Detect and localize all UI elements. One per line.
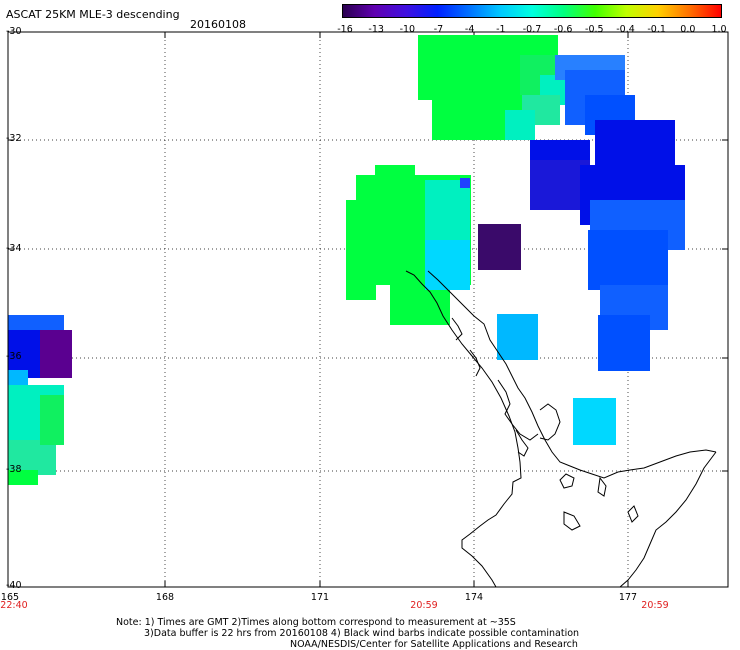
lat-label-34: -34 [6, 243, 22, 254]
colorbar [342, 4, 722, 18]
lon-label-168: 168 [155, 592, 175, 603]
coastline-segment [497, 379, 539, 441]
colorbar-tick-label: 0.0 [680, 24, 696, 35]
coastline-segment [619, 451, 717, 588]
colorbar-tick-label: -7 [433, 24, 444, 35]
coastline-segment [427, 270, 717, 479]
colorbar-tick-label: -16 [337, 24, 353, 35]
lat-label-36: -36 [6, 351, 22, 362]
wind-cell [505, 110, 535, 140]
lat-label-38: -38 [6, 464, 22, 475]
coastline-segment [597, 476, 607, 497]
coastline-segment [515, 429, 529, 457]
coastline-segment [563, 511, 581, 531]
coastline-segment [559, 473, 575, 489]
wind-cell [573, 398, 616, 445]
wind-cell [595, 120, 675, 170]
wind-cell [346, 200, 376, 300]
lon-label-171: 171 [310, 592, 330, 603]
colorbar-tick-label: -0.7 [522, 24, 542, 35]
colorbar-tick-label: -10 [399, 24, 416, 35]
time-label-left: 22:40 [0, 600, 28, 611]
wind-cell [588, 230, 668, 290]
wind-cell [425, 240, 470, 290]
coastline-segment [627, 505, 639, 523]
wind-cell [598, 315, 650, 371]
time-label-middle: 20:59 [410, 600, 438, 611]
coastline [405, 270, 717, 588]
lon-label-174: 174 [464, 592, 484, 603]
wind-cell [375, 165, 415, 195]
wind-cell [8, 470, 38, 485]
colorbar-gradient [343, 5, 721, 17]
wind-cell [40, 330, 72, 378]
figure-date: 20160108 [190, 18, 246, 31]
lon-label-165: 165 [0, 592, 20, 603]
lat-label-40: -40 [6, 580, 22, 591]
note-line-3: NOAA/NESDIS/Center for Satellite Applica… [290, 639, 578, 650]
colorbar-tick-label: -0.4 [616, 24, 635, 35]
coastline-segment [405, 270, 522, 588]
colorbar-tick-label: -0.1 [647, 24, 666, 35]
note-line-2: 3)Data buffer is 22 hrs from 20160108 4)… [144, 628, 580, 639]
wind-cell [478, 224, 521, 270]
colorbar-tick-label: -4 [464, 24, 475, 35]
figure-title: ASCAT 25KM MLE-3 descending [6, 8, 180, 21]
colorbar-tick-label: -13 [368, 24, 384, 35]
wind-cell [40, 395, 64, 445]
map-frame [7, 31, 729, 588]
colorbar-tick-label: -0.6 [553, 24, 573, 35]
colorbar-tick-label: -1 [496, 24, 506, 35]
wind-swaths [8, 35, 685, 485]
lat-label-30: -30 [6, 26, 22, 37]
lon-label-177: 177 [618, 592, 638, 603]
wind-cell [425, 180, 470, 245]
wind-cell [460, 178, 470, 188]
lat-label-32: -32 [6, 133, 22, 144]
note-line-1: Note: 1) Times are GMT 2)Times along bot… [116, 617, 516, 628]
colorbar-tick-label: 1.0 [711, 24, 727, 35]
coastline-segment [539, 403, 561, 441]
wind-cell [497, 314, 538, 360]
wind-cell [8, 440, 56, 475]
coastline-segment [451, 317, 463, 341]
time-label-right: 20:59 [641, 600, 669, 611]
coastline-segment [469, 349, 481, 377]
colorbar-tick-label: -0.5 [585, 24, 604, 35]
